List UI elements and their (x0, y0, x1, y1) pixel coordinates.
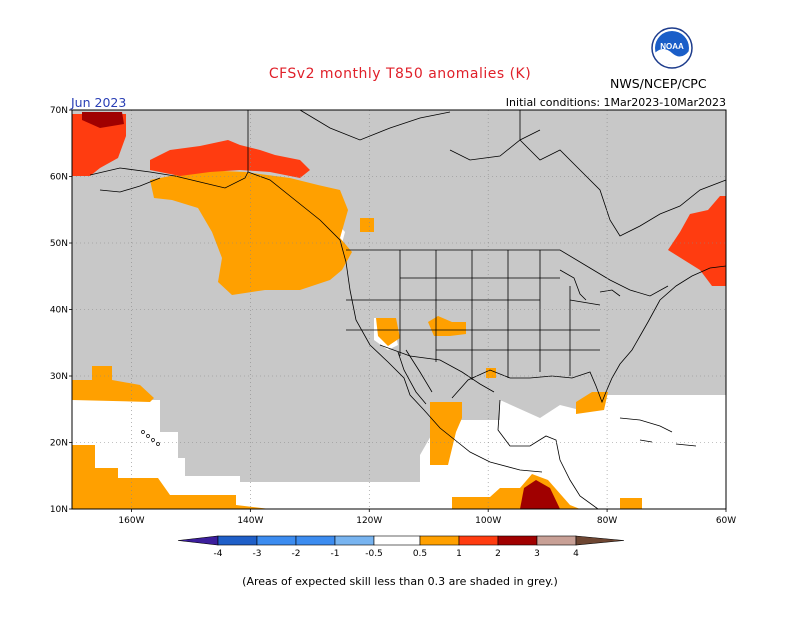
agency-label: NWS/NCEP/CPC (610, 76, 707, 91)
svg-text:NOAA: NOAA (660, 42, 684, 51)
anomaly-region (620, 498, 642, 509)
longitude-label: 100W (475, 516, 501, 526)
colorbar-tick-label: 0.5 (413, 549, 427, 559)
latitude-label: 60N (50, 173, 68, 183)
noaa-logo-icon: NOAA (651, 27, 693, 69)
neutral-region (72, 395, 726, 509)
colorbar-segment (334, 535, 375, 546)
anomaly-region (72, 366, 154, 402)
longitude-label: 160W (118, 516, 144, 526)
latitude-label: 70N (50, 106, 68, 116)
colorbar-segment (536, 535, 577, 546)
colorbar-arrow-low (177, 535, 219, 546)
coastline-border (346, 250, 600, 380)
colorbar-segment (295, 535, 336, 546)
hawaii-island (146, 434, 150, 438)
coastline-border (346, 249, 669, 297)
coastline-border (451, 265, 727, 404)
coastline-border (449, 129, 541, 161)
anomaly-region (82, 112, 124, 128)
latitude-label: 10N (50, 505, 68, 515)
coastline-border (247, 110, 543, 473)
colorbar-segment (497, 535, 538, 546)
anomaly-region (376, 318, 400, 346)
colorbar-segment (217, 535, 258, 546)
hawaii-island (151, 438, 155, 442)
latitude-label: 50N (50, 239, 68, 249)
anomaly-region (72, 445, 270, 509)
colorbar-segment (256, 535, 297, 546)
colorbar-segment (458, 535, 499, 546)
coastline-border (519, 110, 727, 237)
longitude-label: 120W (356, 516, 382, 526)
colorbar-tick-label: -4 (214, 549, 223, 559)
skill-footnote: (Areas of expected skill less than 0.3 a… (242, 575, 558, 588)
colorbar-tick-label: -0.5 (365, 549, 383, 559)
anomaly-region (150, 170, 352, 295)
anomaly-region (72, 114, 126, 176)
hawaii-island (156, 442, 160, 446)
colorbar-arrow-high (575, 535, 625, 546)
hawaii-island (141, 430, 145, 434)
forecast-month: Jun 2023 (71, 95, 127, 110)
coastline-border (99, 177, 161, 193)
colorbar-tick-label: 2 (495, 549, 501, 559)
anomaly-region (668, 196, 726, 286)
coastline-border (559, 269, 621, 306)
latitude-label: 30N (50, 372, 68, 382)
anomaly-region (428, 316, 466, 336)
colorbar-tick-label: -3 (253, 549, 262, 559)
anomaly-region (520, 480, 560, 509)
longitude-label: 140W (237, 516, 263, 526)
anomaly-region (150, 140, 310, 178)
anomaly-region (360, 218, 374, 232)
colorbar-tick-label: 1 (456, 549, 462, 559)
anomaly-region (486, 368, 496, 378)
longitude-label: 60W (716, 516, 736, 526)
initial-conditions: Initial conditions: 1Mar2023-10Mar2023 (505, 96, 726, 109)
coastline-border (397, 349, 433, 405)
coastline-border (379, 344, 495, 393)
colorbar-tick-label: 4 (573, 549, 579, 559)
anomaly-region (430, 402, 462, 465)
latitude-label: 40N (50, 306, 68, 316)
coastline-border (299, 109, 451, 141)
chart-title: CFSv2 monthly T850 anomalies (K) (268, 66, 532, 82)
colorbar-tick-label: 3 (534, 549, 540, 559)
coastline-border (619, 417, 697, 447)
longitude-label: 80W (597, 516, 617, 526)
colorbar-tick-label: -1 (331, 549, 340, 559)
colorbar-tick-label: -2 (292, 549, 301, 559)
colorbar-segment (419, 535, 460, 546)
coastline-border (89, 167, 249, 189)
colorbar-segment (373, 535, 421, 546)
latitude-label: 20N (50, 439, 68, 449)
coastline-border (497, 399, 599, 510)
